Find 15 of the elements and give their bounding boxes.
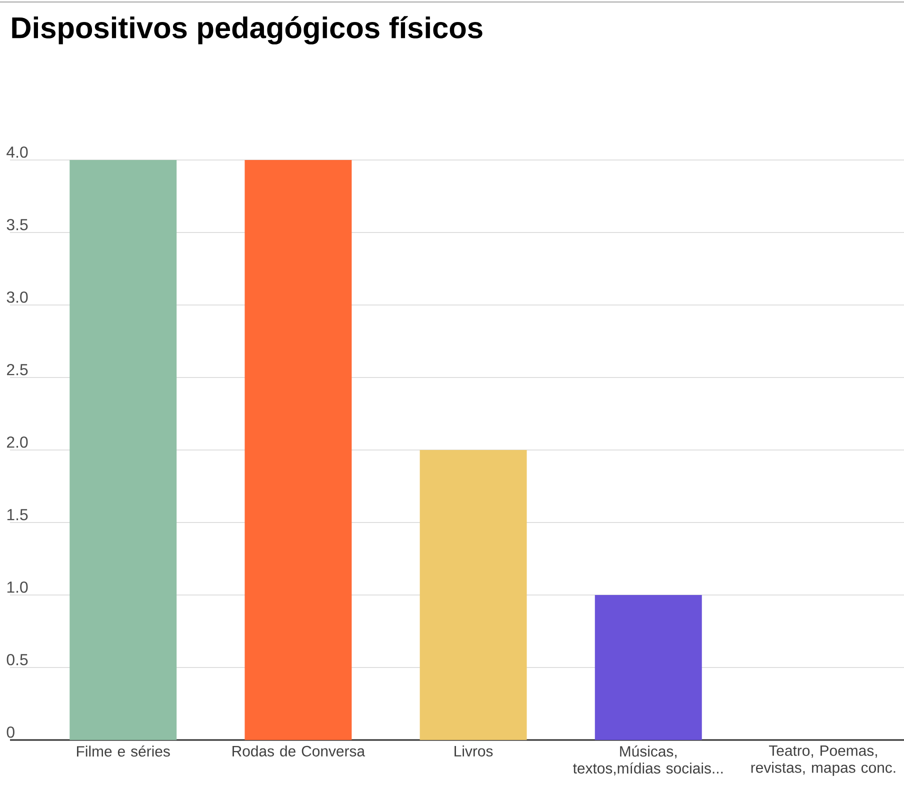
- y-tick-label: 1.0: [7, 582, 28, 593]
- y-tick-label: 4.0: [6, 146, 28, 158]
- y-tick-label: 2.0: [6, 436, 28, 448]
- x-tick-label: Livros: [454, 746, 493, 756]
- y-tick-label: 1.5: [7, 509, 28, 520]
- y-tick-label: 0.5: [6, 654, 28, 666]
- x-tick-label: Músicas, textos,mídias sociais...: [573, 746, 723, 776]
- x-tick-label: Rodas de Conversa: [232, 746, 366, 756]
- y-tick-label: 3.0: [6, 292, 28, 303]
- y-tick-label: 0: [6, 726, 14, 738]
- y-tick-label: 2.5: [6, 364, 28, 376]
- x-tick-label: Teatro, Poemas, revistas, mapas conc.: [751, 746, 896, 776]
- x-tick-label: Filme e séries: [77, 746, 170, 757]
- y-tick-label: 3.5: [6, 219, 28, 230]
- chart-title: Dispositivos pedagógicos físicos: [12, 16, 482, 44]
